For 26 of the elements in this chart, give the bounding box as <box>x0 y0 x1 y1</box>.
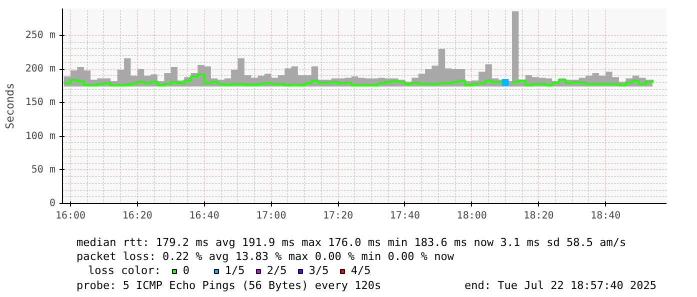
text: packet loss: 0.22 % avg 13.83 % max 0.00 % min 0.00 % now <box>76 250 454 263</box>
y-axis-title: Seconds <box>3 82 16 130</box>
y-tick-label: 250 m <box>25 30 56 41</box>
x-tick-label: 16:00 <box>55 210 86 222</box>
x-tick-label: 18:00 <box>456 210 487 222</box>
x-tick-label: 17:00 <box>256 210 286 222</box>
x-tick-label: 18:40 <box>590 210 621 222</box>
y-tick-label: 150 m <box>25 97 56 108</box>
x-tick-label: 18:20 <box>524 210 554 222</box>
y-tick-label: 0 <box>49 198 56 209</box>
legend-label: 1/5 <box>224 264 245 277</box>
y-tick-label: 200 m <box>25 64 56 75</box>
text: end: Tue Jul 22 18:57:40 2025 <box>464 279 657 292</box>
legend-label: 4/5 <box>350 264 371 277</box>
x-tick-label: 17:40 <box>390 210 420 222</box>
y-tick-label: 50 m <box>31 164 56 176</box>
legend-label: 2/5 <box>266 264 287 277</box>
x-tick-label: 16:40 <box>189 210 220 222</box>
x-tick-label: 17:20 <box>323 210 354 222</box>
legend-title: loss color: <box>88 264 161 277</box>
legend-label: 0 <box>182 264 190 277</box>
x-tick-label: 16:20 <box>122 210 152 222</box>
y-tick-label: 100 m <box>25 130 56 142</box>
text: probe: 5 ICMP Echo Pings (56 Bytes) every 120s <box>76 279 382 292</box>
text: median rtt: 179.2 ms avg 191.9 ms max 176.0 ms min 183.6 ms now 3.1 ms sd 58.5 am/s <box>76 236 626 249</box>
legend-label: 3/5 <box>308 264 329 277</box>
